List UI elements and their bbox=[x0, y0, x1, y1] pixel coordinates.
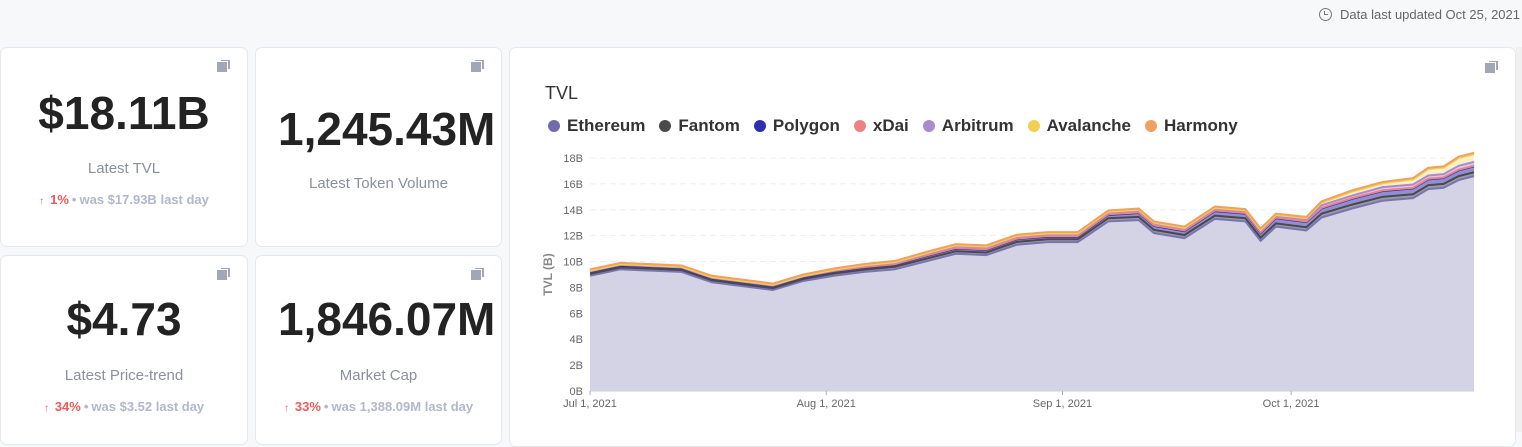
tvl-stacked-area-chart: 0B 2B 4B 6B 8B 10B 12B 14B 16B 18B Jul 1, 2021 Aug … bbox=[541, 151, 1475, 410]
period: last day bbox=[160, 192, 209, 207]
legend-label: Avalanche bbox=[1046, 116, 1131, 135]
legend-swatch bbox=[659, 120, 672, 132]
x-tick-label: Aug 1, 2021 bbox=[797, 398, 856, 410]
stat-label: Latest Token Volume bbox=[309, 175, 448, 192]
tvl-chart-card: TVL Ethereum Fantom Polygon xDai Arbitrum Ava… bbox=[509, 47, 1516, 447]
legend-item-arbitrum[interactable]: Arbitrum bbox=[922, 116, 1014, 136]
y-tick-label: 16B bbox=[563, 179, 583, 191]
stat-value: $18.11B bbox=[38, 87, 210, 139]
y-tick-label: 0B bbox=[570, 386, 583, 398]
stat-value: 1,846.07M bbox=[278, 293, 496, 345]
line-fantom bbox=[589, 171, 1475, 290]
legend-item-avalanche[interactable]: Avalanche bbox=[1027, 116, 1131, 136]
legend-swatch bbox=[853, 120, 866, 132]
arrow-up-icon: ↑ bbox=[43, 403, 49, 414]
data-last-updated: Data last updated Oct 25, 2021 bbox=[1319, 7, 1522, 22]
price-trend-card: $4.73 Latest Price-trend ↑ 34% • was $3.52 … bbox=[0, 255, 248, 445]
previous-value: was $3.52 bbox=[91, 399, 153, 414]
line-ethereum bbox=[589, 175, 1475, 292]
legend-swatch bbox=[548, 120, 560, 132]
stat-label: Latest Price-trend bbox=[64, 367, 184, 384]
legend-item-polygon[interactable]: Polygon bbox=[753, 116, 840, 136]
legend-item-harmony[interactable]: Harmony bbox=[1145, 116, 1238, 136]
legend-item-ethereum[interactable]: Ethereum bbox=[548, 116, 645, 136]
y-tick-label: 14B bbox=[563, 205, 583, 217]
legend-item-xdai[interactable]: xDai bbox=[853, 116, 909, 136]
legend-label: xDai bbox=[872, 116, 909, 135]
legend-label: Ethereum bbox=[567, 116, 646, 135]
updated-text: Data last updated Oct 25, 2021 bbox=[1340, 7, 1520, 22]
y-tick-label: 12B bbox=[563, 231, 583, 243]
y-tick-label: 4B bbox=[570, 334, 583, 346]
copy-icon[interactable] bbox=[1485, 61, 1498, 73]
change-percent: 1% bbox=[50, 192, 69, 207]
y-tick-label: 8B bbox=[570, 282, 583, 294]
y-tick-label: 2B bbox=[570, 360, 583, 372]
scrollbar[interactable] bbox=[1516, 47, 1522, 432]
legend-item-fantom[interactable]: Fantom bbox=[659, 116, 740, 136]
chart-legend: Ethereum Fantom Polygon xDai Arbitrum Avalanc… bbox=[548, 116, 1238, 136]
legend-swatch bbox=[922, 120, 935, 132]
legend-swatch bbox=[1145, 120, 1157, 132]
market-cap-card: 1,846.07M Market Cap ↑ 33% • was 1,388.09M … bbox=[255, 255, 502, 445]
stat-label: Market Cap bbox=[339, 367, 418, 384]
line-avalanche bbox=[589, 153, 1475, 286]
y-axis-label: TVL (B) bbox=[541, 253, 555, 295]
copy-icon[interactable] bbox=[217, 60, 230, 72]
legend-label: Polygon bbox=[772, 116, 840, 135]
y-tick-label: 6B bbox=[570, 308, 583, 320]
previous-value: was $17.93B bbox=[79, 192, 157, 207]
legend-label: Arbitrum bbox=[941, 116, 1014, 135]
legend-label: Harmony bbox=[1164, 116, 1238, 135]
legend-label: Fantom bbox=[678, 116, 740, 135]
previous-value: was 1,388.09M bbox=[331, 399, 422, 414]
stat-change: ↑ 1% • was $17.93B last day bbox=[39, 192, 209, 207]
copy-icon[interactable] bbox=[217, 268, 230, 280]
stat-change: ↑ 33% • was 1,388.09M last day bbox=[283, 399, 474, 414]
legend-swatch bbox=[753, 120, 766, 132]
stat-change: ↑ 34% • was $3.52 last day bbox=[43, 399, 205, 414]
y-tick-label: 10B bbox=[563, 257, 583, 269]
arrow-up-icon: ↑ bbox=[39, 196, 45, 207]
legend-swatch bbox=[1027, 120, 1040, 132]
latest-tvl-card: $18.11B Latest TVL ↑ 1% • was $17.93B last … bbox=[0, 47, 248, 247]
x-tick-label: Sep 1, 2021 bbox=[1033, 398, 1092, 410]
period: last day bbox=[155, 399, 205, 414]
period: last day bbox=[424, 399, 474, 414]
area-ethereum bbox=[590, 176, 1474, 391]
change-percent: 33% bbox=[294, 399, 321, 414]
copy-icon[interactable] bbox=[471, 60, 484, 72]
y-tick-label: 18B bbox=[563, 153, 583, 165]
stat-value: 1,245.43M bbox=[278, 103, 496, 155]
x-tick-label: Oct 1, 2021 bbox=[1263, 398, 1320, 410]
copy-icon[interactable] bbox=[471, 268, 484, 280]
change-percent: 34% bbox=[54, 399, 81, 414]
x-tick-label: Jul 1, 2021 bbox=[563, 398, 617, 410]
clock-icon bbox=[1319, 8, 1333, 21]
stat-label: Latest TVL bbox=[87, 160, 161, 177]
token-volume-card: 1,245.43M Latest Token Volume bbox=[255, 47, 502, 247]
chart-title: TVL bbox=[545, 83, 579, 103]
line-harmony bbox=[589, 151, 1475, 285]
stat-value: $4.73 bbox=[66, 293, 182, 345]
arrow-up-icon: ↑ bbox=[283, 403, 289, 414]
